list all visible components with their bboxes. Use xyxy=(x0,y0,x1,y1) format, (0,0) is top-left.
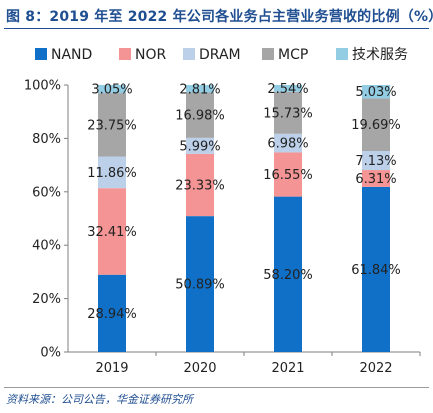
data-label: 19.69% xyxy=(351,118,401,133)
y-tick-label: 20% xyxy=(32,292,61,307)
data-label: 15.73% xyxy=(263,106,313,121)
bar-segment xyxy=(186,216,214,352)
figure-title: 图 8：2019 年至 2022 年公司各业务占主营业务营收的比例（%） xyxy=(6,9,433,25)
data-label: 5.03% xyxy=(355,85,396,100)
data-label: 32.41% xyxy=(87,225,137,240)
data-label: 2.54% xyxy=(267,82,308,97)
y-tick-label: 60% xyxy=(32,185,61,200)
bar-segment xyxy=(274,85,302,92)
bar-segment xyxy=(98,93,126,157)
x-tick-label: 2020 xyxy=(183,361,216,376)
bar-segment xyxy=(98,188,126,275)
bar-segment xyxy=(274,152,302,197)
bar-segment xyxy=(186,137,214,154)
y-tick-label: 80% xyxy=(32,132,61,147)
footer-divider xyxy=(4,387,429,388)
bar-segment xyxy=(274,196,302,352)
data-label: 6.31% xyxy=(355,172,396,187)
title-underline xyxy=(4,28,429,29)
legend-label: NAND xyxy=(51,47,92,63)
legend-label: MCP xyxy=(278,47,308,63)
bar-segment xyxy=(274,91,302,134)
data-label: 3.05% xyxy=(91,83,132,98)
chart-legend: NAND NOR DRAM MCP 技术服务 xyxy=(35,47,408,63)
data-label: 6.98% xyxy=(267,137,308,152)
x-tick-label: 2019 xyxy=(95,361,128,376)
data-label: 28.94% xyxy=(87,307,137,322)
x-tick-label: 2021 xyxy=(271,361,304,376)
source-note: 资料来源：公司公告，华金证券研究所 xyxy=(6,393,193,406)
bar-segment xyxy=(274,133,302,153)
bar-segment xyxy=(98,274,126,352)
bar-segment xyxy=(186,153,214,217)
data-label: 11.86% xyxy=(87,166,137,181)
legend-label: DRAM xyxy=(199,47,241,63)
legend-label: 技术服务 xyxy=(352,47,408,63)
data-label: 16.55% xyxy=(263,168,313,183)
data-label: 16.98% xyxy=(175,109,225,124)
legend-swatch xyxy=(35,48,47,60)
data-label: 2.81% xyxy=(179,82,220,97)
bar-segment xyxy=(362,98,390,152)
y-tick-label: 40% xyxy=(32,239,61,254)
data-label: 58.20% xyxy=(263,268,313,283)
x-tick-label: 2022 xyxy=(359,361,392,376)
bar-segment xyxy=(98,84,126,94)
legend-swatch xyxy=(262,48,274,60)
data-label: 23.33% xyxy=(175,178,225,193)
legend-swatch xyxy=(336,48,348,60)
bar-segment xyxy=(362,186,390,352)
legend-swatch xyxy=(119,48,131,60)
bar-segment xyxy=(186,85,214,93)
bar-segment xyxy=(186,92,214,138)
legend-swatch xyxy=(183,48,195,60)
bar-segment xyxy=(362,151,390,171)
bar-segment xyxy=(362,85,390,99)
data-label: 23.75% xyxy=(87,118,137,133)
legend-label: NOR xyxy=(135,47,166,63)
data-label: 61.84% xyxy=(351,263,401,278)
data-label: 7.13% xyxy=(355,154,396,169)
y-tick-label: 0% xyxy=(40,346,61,361)
data-label: 50.89% xyxy=(175,278,225,293)
bar-segment xyxy=(362,170,390,187)
chart-bars: 28.94% 32.41% 11.86% 23.75% 3.05% 50.89% 23.33… xyxy=(87,82,401,352)
chart-axes: 0% 20% 40% 60% 80% 100% 2019 2020 2021 2022 xyxy=(24,79,421,376)
data-label: 5.99% xyxy=(179,139,220,154)
bar-segment xyxy=(98,156,126,189)
y-tick-label: 100% xyxy=(24,79,61,94)
